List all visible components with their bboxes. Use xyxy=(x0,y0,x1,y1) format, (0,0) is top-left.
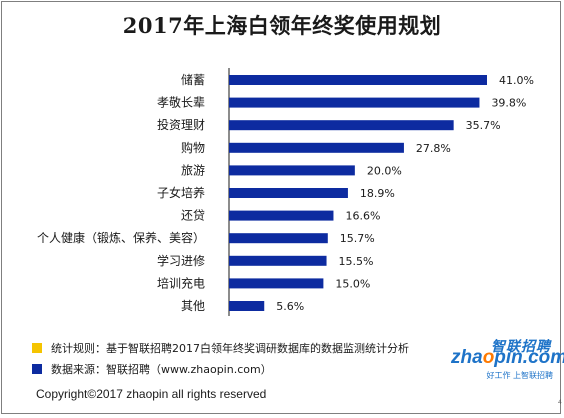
bar xyxy=(229,75,487,85)
category-label: 投资理财 xyxy=(157,117,205,132)
bar xyxy=(229,233,328,244)
bar xyxy=(229,120,454,131)
note-rule-text: 统计规则：基于智联招聘2017白领年终奖调研数据库的数据监测统计分析 xyxy=(51,342,409,355)
zhaopin-logo: 智联招聘 zhaopin.com 好工作 上智联招聘 xyxy=(445,334,564,384)
category-label: 学习进修 xyxy=(157,253,205,268)
value-label: 20.0% xyxy=(367,164,402,177)
category-label: 培训充电 xyxy=(157,275,205,290)
value-label: 27.8% xyxy=(416,142,451,155)
logo-cn-text: 智联招聘 xyxy=(491,339,551,355)
value-label: 18.9% xyxy=(360,187,395,200)
note-source: 数据来源：智联招聘（www.zhaopin.com） xyxy=(32,361,272,377)
bar xyxy=(229,278,324,289)
value-label: 39.8% xyxy=(491,97,526,110)
yellow-square-icon xyxy=(32,343,42,353)
category-label: 个人健康（锻炼、保养、美容） xyxy=(37,230,205,245)
value-label: 15.7% xyxy=(340,232,375,245)
value-label: 5.6% xyxy=(276,300,304,313)
category-label: 旅游 xyxy=(181,163,205,177)
note-source-text: 数据来源：智联招聘（www.zhaopin.com） xyxy=(51,363,272,376)
copyright-text: Copyright©2017 zhaopin all rights reserv… xyxy=(36,387,267,401)
chart-title: 2017年上海白领年终奖使用规划 xyxy=(122,13,442,38)
category-label: 还贷 xyxy=(181,209,205,223)
logo-en-text: zhaopin.com xyxy=(451,347,564,368)
bars-group: 储蓄 41.0% 孝敬长辈 39.8% 投资理财 35.7% 购物 27.8% 旅游 20.0% 子… xyxy=(37,72,534,313)
note-rule: 统计规则：基于智联招聘2017白领年终奖调研数据库的数据监测统计分析 xyxy=(32,340,409,356)
bar-chart: 储蓄 41.0% 孝敬长辈 39.8% 投资理财 35.7% 购物 27.8% 旅游 20.0% 子… xyxy=(37,68,534,316)
bar xyxy=(229,188,348,198)
category-label: 购物 xyxy=(181,140,205,155)
category-label: 其他 xyxy=(181,299,205,313)
bar xyxy=(229,210,334,221)
value-label: 41.0% xyxy=(499,74,534,87)
value-label: 16.6% xyxy=(345,210,380,223)
logo-slogan: 好工作 上智联招聘 xyxy=(486,371,553,380)
edge-mark: 4 xyxy=(558,399,562,406)
bar xyxy=(229,142,404,153)
category-label: 子女培养 xyxy=(157,185,205,200)
bar xyxy=(229,97,480,108)
bar xyxy=(229,301,265,311)
value-label: 35.7% xyxy=(466,119,501,132)
value-label: 15.0% xyxy=(335,277,370,290)
bar xyxy=(229,255,327,266)
category-label: 孝敬长辈 xyxy=(157,96,205,110)
value-label: 15.5% xyxy=(339,255,374,268)
bar xyxy=(229,165,355,176)
blue-square-icon xyxy=(32,364,42,374)
category-label: 储蓄 xyxy=(181,72,205,87)
